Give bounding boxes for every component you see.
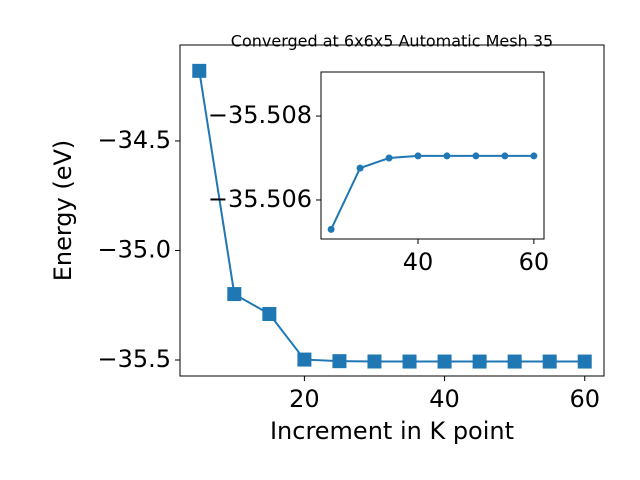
x-tick-label: 60 <box>519 248 550 276</box>
x-tick-label: 40 <box>429 385 460 413</box>
marker <box>367 354 382 369</box>
marker <box>327 225 335 233</box>
marker <box>443 152 451 160</box>
marker <box>332 354 347 369</box>
chart-title: Converged at 6x6x5 Automatic Mesh 35 <box>231 32 553 51</box>
marker <box>472 152 480 160</box>
y-tick-label: −35.508 <box>208 101 312 129</box>
marker <box>507 354 522 369</box>
y-tick-label: −35.506 <box>208 185 312 213</box>
marker <box>297 352 312 367</box>
marker <box>530 152 538 160</box>
marker <box>385 154 393 162</box>
marker <box>227 287 242 302</box>
x-tick-label: 40 <box>403 248 434 276</box>
marker <box>356 164 364 172</box>
y-axis-label: Energy (eV) <box>49 140 77 282</box>
series-line <box>330 154 534 230</box>
marker <box>577 354 592 369</box>
x-tick-label: 60 <box>569 385 600 413</box>
marker <box>402 354 417 369</box>
x-tick-label: 20 <box>289 385 320 413</box>
marker <box>262 307 277 322</box>
marker <box>437 354 452 369</box>
x-axis-label: Increment in K point <box>270 417 514 445</box>
marker <box>472 354 487 369</box>
y-tick-label: −35.5 <box>97 345 171 373</box>
y-tick-label: −34.5 <box>97 126 171 154</box>
marker <box>501 152 509 160</box>
marker <box>542 354 557 369</box>
marker <box>414 152 422 160</box>
marker <box>192 63 207 78</box>
y-tick-label: −35.0 <box>97 235 171 263</box>
